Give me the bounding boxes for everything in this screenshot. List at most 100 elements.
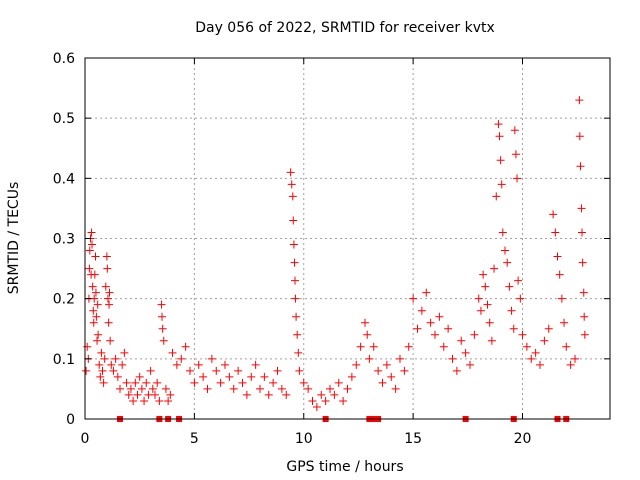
data-point [576,162,585,171]
data-point [91,252,100,261]
data-point [294,348,303,357]
data-point [97,348,106,357]
data-point [107,360,116,369]
data-point [382,360,391,369]
data-point [474,294,483,303]
data-point [551,228,560,237]
data-point [518,330,527,339]
data-point [177,354,186,363]
data-point [527,354,536,363]
data-point [479,270,488,279]
data-point [496,156,505,165]
data-point [494,120,503,129]
data-point [83,342,92,351]
data-point [92,312,101,321]
data-point [264,390,273,399]
data-point [161,384,170,393]
data-point [146,366,155,375]
data-point [396,354,404,363]
data-point [299,378,308,387]
data-point [221,360,229,369]
data-point [158,312,166,321]
data-point [194,360,203,369]
data-point [422,288,431,297]
data-point [579,288,588,297]
data-point [93,300,102,309]
data-point [133,390,142,399]
data-point [89,318,98,327]
data-point [378,378,387,387]
data-point [126,384,135,393]
data-point [88,282,97,291]
data-point [82,366,91,375]
data-point [562,342,571,351]
data-point [88,240,96,249]
data-point [229,384,238,393]
data-point [102,252,111,261]
data-point [431,330,439,339]
x-tick-label: 20 [514,431,532,447]
data-point [578,228,586,237]
data-point [234,366,243,375]
data-point [168,348,177,357]
data-point [151,390,159,399]
data-point [435,312,444,321]
data-point [153,378,162,387]
data-point [510,126,519,135]
data-point [457,336,466,345]
data-point [365,354,374,363]
data-point [289,216,298,225]
data-point [122,378,131,387]
y-tick-label: 0.3 [53,232,75,248]
data-point [260,372,269,381]
data-point [105,300,114,309]
data-point [580,312,589,321]
data-point [212,366,221,375]
data-point [540,336,549,345]
data-point [507,306,516,315]
data-point [91,288,100,297]
data-point [247,372,256,381]
data-point [485,318,494,327]
data-point [369,342,378,351]
data-point [321,396,330,405]
data-point [339,396,348,405]
data-point [490,264,499,273]
data-point [498,228,507,237]
data-point [476,306,485,315]
data-point [288,192,297,201]
y-tick-label: 0.4 [53,171,75,187]
data-point [207,354,216,363]
data-point [505,282,514,291]
y-tick-label: 0.1 [53,352,75,368]
data-point [522,342,531,351]
data-point [111,354,120,363]
data-point [413,324,422,333]
data-point [444,324,453,333]
data-point [172,360,181,369]
data-point [553,252,562,261]
data-point [101,282,110,291]
data-point [503,258,512,267]
data-point [387,372,396,381]
data-point [308,396,317,405]
data-point [363,330,372,339]
data-point [131,378,140,387]
data-point [549,210,558,219]
data-point [203,384,212,393]
data-point [483,300,492,309]
data-point [164,396,173,405]
data-point [287,180,296,189]
data-point [391,384,400,393]
data-point [142,378,151,387]
data-point [100,354,109,363]
data-point [513,174,522,183]
data-point [404,342,413,351]
data-point [330,390,339,399]
data-point [580,330,589,339]
x-axis-label: GPS time / hours [286,459,403,475]
data-point [216,378,225,387]
data-point [571,354,579,363]
data-point [157,300,166,309]
